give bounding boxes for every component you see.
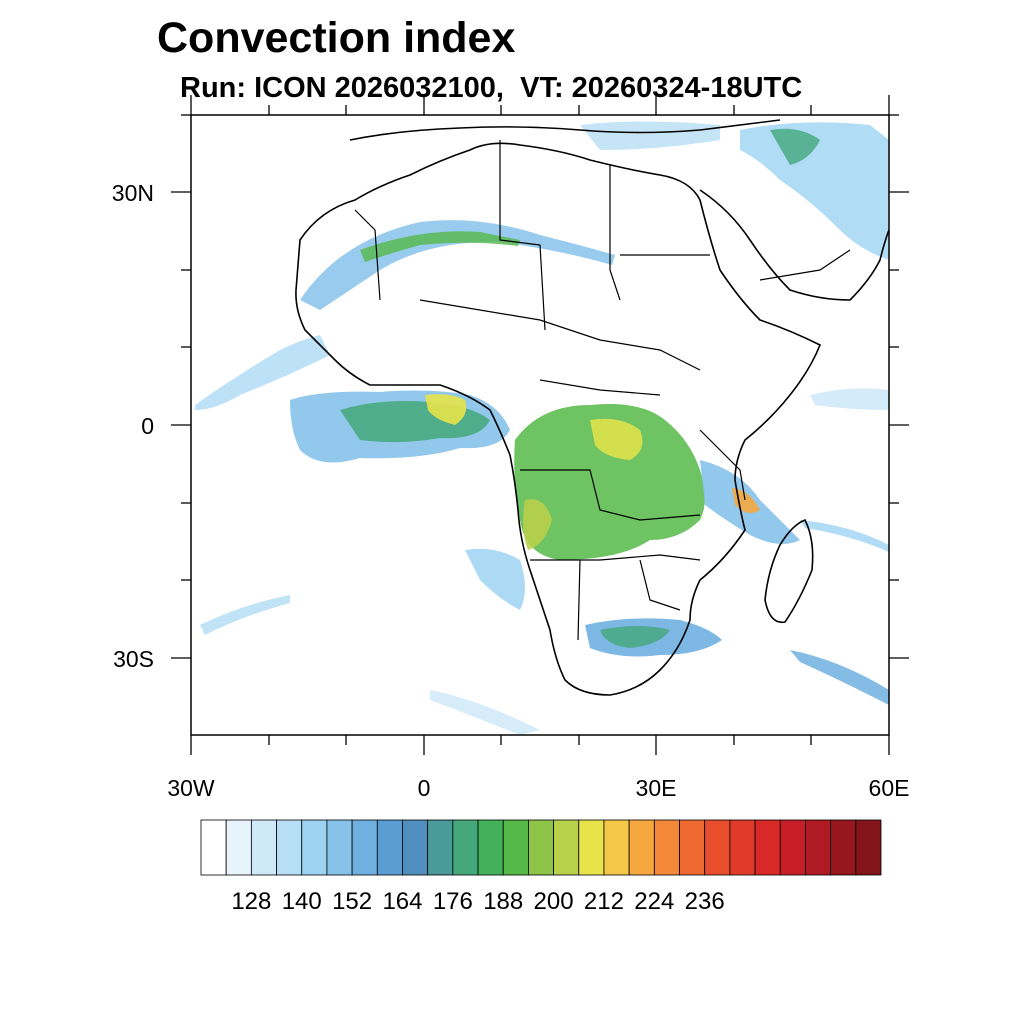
convection-field — [195, 121, 889, 735]
convection-region-mediterranean — [580, 121, 720, 150]
convection-hotspot-angola — [523, 499, 552, 550]
convection-core-south-africa — [600, 626, 670, 648]
convection-core-sahara — [360, 231, 520, 262]
border-line — [354, 209, 381, 301]
convection-hotspot-tanzania — [732, 488, 760, 514]
colorbar-swatch — [276, 819, 303, 876]
map-title: Convection index — [157, 14, 516, 62]
colorbar-tick-label: 212 — [583, 888, 624, 915]
convection-streak-indian-ocean-3 — [810, 388, 889, 410]
convection-band-sahara — [300, 220, 615, 310]
colorbar-tick-label: 164 — [382, 888, 423, 915]
lon-label-0: 0 — [417, 775, 431, 801]
colorbar-swatch — [754, 819, 781, 876]
colorbar-tick-label: 128 — [231, 888, 272, 915]
arabia-coastline — [699, 189, 889, 301]
colorbar-tick-label: 200 — [533, 888, 574, 915]
convection-band-atlantic — [195, 335, 330, 410]
colorbar-tick-label: 176 — [432, 888, 473, 915]
mediterranean-coastline — [349, 119, 781, 141]
colorbar-swatch — [628, 819, 655, 876]
colorbar-swatch — [225, 819, 252, 876]
coastlines — [295, 119, 889, 696]
latitude-ticks — [171, 114, 909, 659]
colorbar-swatch — [351, 819, 378, 876]
colorbar-swatch — [603, 819, 630, 876]
colorbar-swatch — [704, 819, 731, 876]
colorbar-swatch — [855, 819, 882, 876]
colorbar-swatch — [502, 819, 529, 876]
country-borders — [354, 140, 851, 641]
colorbar-swatch — [477, 819, 504, 876]
convection-hotspot-congo — [590, 418, 643, 460]
africa-coastline — [295, 142, 822, 696]
colorbar-swatch — [679, 819, 706, 876]
colorbar-swatch — [200, 819, 227, 876]
colorbar-swatch — [301, 819, 328, 876]
colorbar-swatch — [553, 819, 580, 876]
colorbar-swatch — [427, 819, 454, 876]
border-line — [499, 140, 546, 331]
border-line — [759, 249, 851, 281]
convection-region-namibia — [465, 548, 525, 610]
madagascar-coastline — [764, 518, 814, 624]
convection-core-arabia — [770, 128, 820, 165]
border-line — [639, 559, 681, 611]
convection-region-arabia — [740, 122, 889, 260]
colorbar-tick-label: 152 — [332, 888, 373, 915]
border-line — [419, 299, 701, 371]
colorbar-tick-label: 224 — [634, 888, 675, 915]
colorbar-swatch — [729, 819, 756, 876]
colorbar-swatch — [653, 819, 680, 876]
lat-label-30n: 30N — [111, 180, 154, 206]
lat-label-30s: 30S — [113, 646, 154, 672]
convection-streak-south-atlantic-2 — [430, 690, 540, 735]
colorbar-swatch — [528, 819, 554, 876]
border-line — [539, 379, 661, 396]
convection-streak-indian-ocean-1 — [790, 650, 889, 705]
colorbar-swatch — [326, 819, 353, 876]
border-line — [699, 429, 746, 501]
border-line — [609, 165, 621, 301]
lon-label-30e: 30E — [635, 775, 677, 801]
convection-streak-indian-ocean-2 — [800, 520, 889, 552]
convection-hotspot-guinea — [425, 394, 467, 425]
colorbar-tick-label: 236 — [684, 888, 725, 915]
border-line — [520, 469, 701, 521]
border-line — [530, 554, 701, 561]
colorbar-swatch — [830, 819, 857, 876]
colorbar-tick-label: 140 — [281, 888, 322, 915]
colorbar — [200, 819, 882, 876]
convection-region-congo — [514, 404, 705, 560]
colorbar-swatch — [805, 819, 832, 876]
convection-streak-south-atlantic-1 — [200, 595, 290, 635]
lon-label-60e: 60E — [868, 775, 910, 801]
colorbar-swatch — [250, 819, 277, 876]
colorbar-tick-label: 188 — [483, 888, 524, 915]
colorbar-swatch — [376, 819, 403, 876]
colorbar-swatch — [452, 819, 479, 876]
lon-label-30w: 30W — [167, 775, 215, 801]
longitude-ticks — [190, 95, 890, 755]
colorbar-swatch — [402, 819, 429, 876]
border-line — [577, 559, 581, 641]
lat-label-0: 0 — [141, 413, 154, 439]
colorbar-swatch — [779, 819, 806, 876]
colorbar-swatch — [578, 819, 605, 876]
map-subtitle: Run: ICON 2026032100, VT: 20260324-18UTC — [180, 72, 803, 104]
